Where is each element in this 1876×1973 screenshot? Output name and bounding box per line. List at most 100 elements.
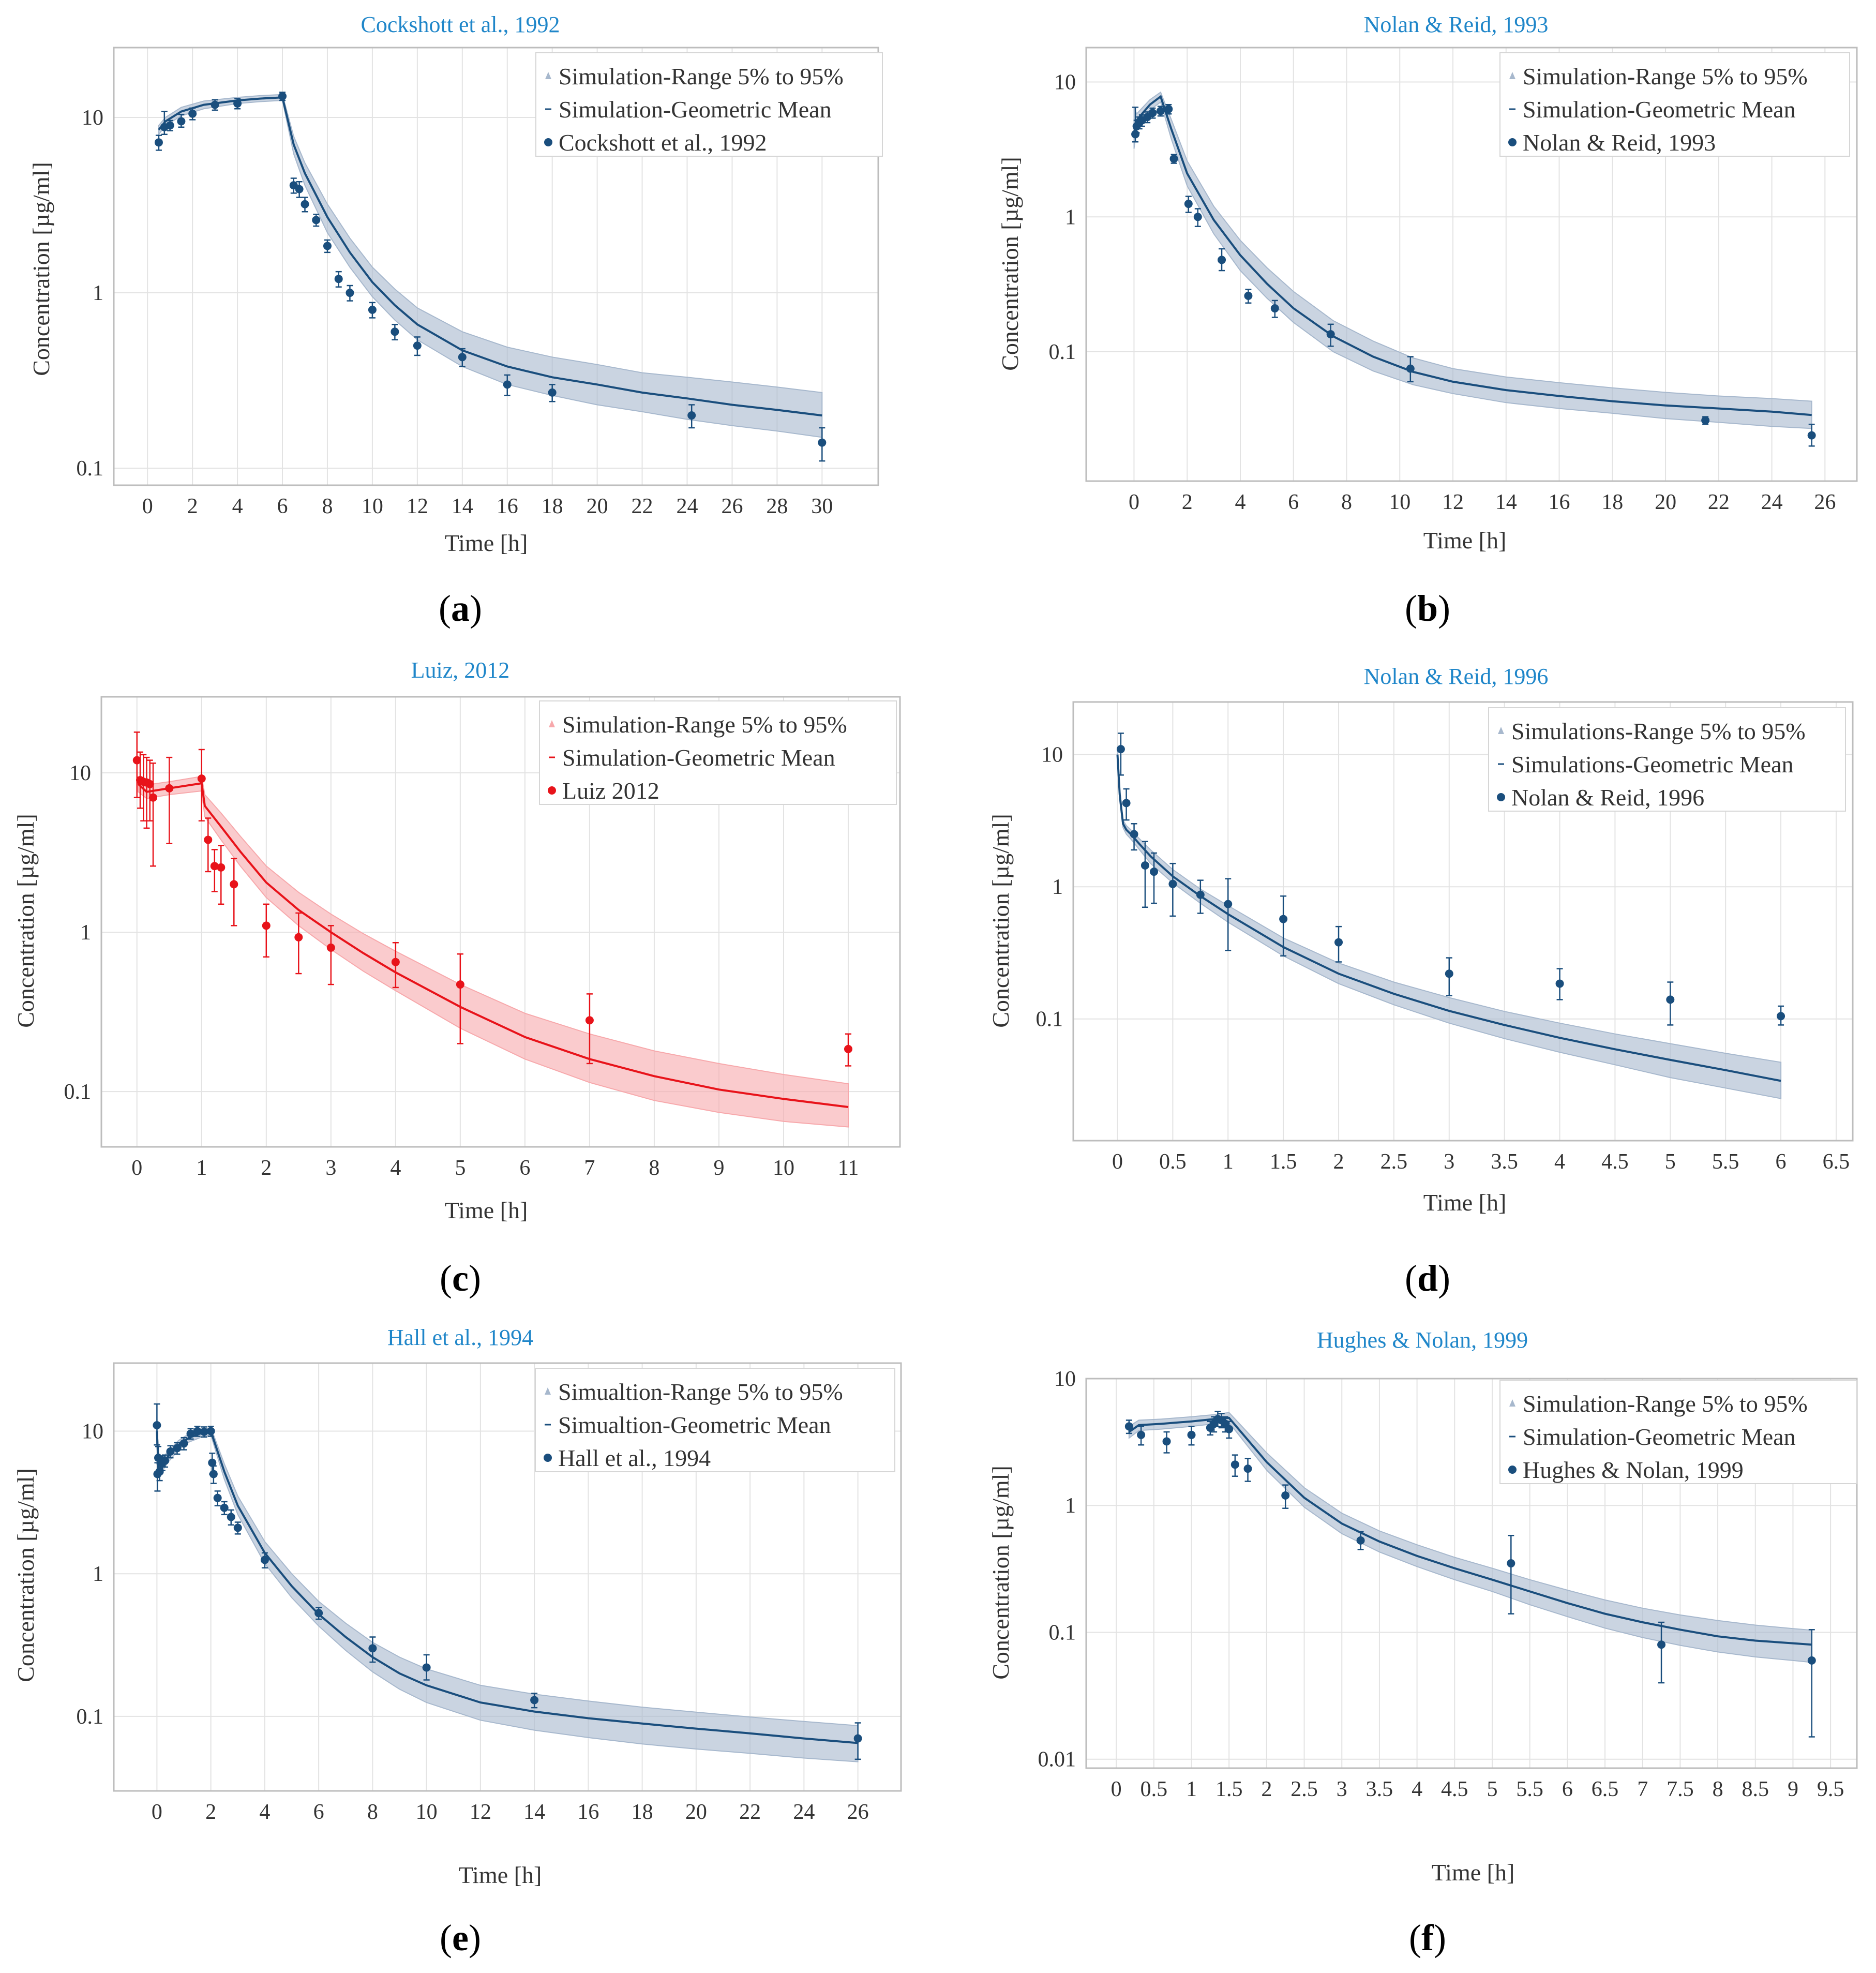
x-tick-label: 24 [793, 1800, 815, 1824]
y-tick-label: 1 [80, 921, 91, 945]
x-tick-label: 3 [1337, 1777, 1347, 1801]
observed-point [391, 958, 400, 966]
observed-point [1124, 1422, 1133, 1431]
y-tick-label: 10 [69, 761, 91, 785]
x-tick-label: 5.5 [1712, 1150, 1739, 1174]
legend-box [535, 52, 883, 157]
plot-frame [1085, 47, 1858, 482]
plot-frame [113, 1362, 902, 1792]
y-tick-label: 1 [93, 281, 103, 305]
legend-entry: Hughes & Nolan, 1999 [1523, 1457, 1744, 1483]
observed-point [853, 1734, 862, 1743]
observed-point [193, 1427, 202, 1436]
y-axis-label: Concentration [µg/ml] [12, 814, 39, 1028]
observed-point [422, 1663, 431, 1672]
x-tick-label: 9.5 [1817, 1777, 1844, 1801]
x-tick-label: 26 [847, 1800, 869, 1824]
observed-point [413, 341, 422, 350]
observed-point [1162, 1437, 1171, 1446]
x-tick-label: 0 [142, 495, 153, 518]
legend: Simualtion-Range 5% to 95% Simualtion-Geo… [535, 1368, 895, 1472]
x-tick-label: 6 [1776, 1150, 1787, 1174]
x-tick-label: 6 [313, 1800, 324, 1824]
observed-point [312, 216, 321, 225]
plot-frame [100, 696, 901, 1148]
panel-label: (d) [1405, 1258, 1450, 1299]
observed-point [1218, 256, 1226, 264]
x-tick-label: 10 [773, 1156, 794, 1180]
panel-label-open: ( [440, 1917, 452, 1959]
observed-point [1150, 868, 1159, 876]
observed-point [1224, 900, 1233, 908]
legend-entry: Simulation-Geometric Mean [1523, 96, 1796, 123]
legend-entry: Simualtion-Range 5% to 95% [558, 1379, 843, 1405]
x-tick-label: 9 [713, 1156, 724, 1180]
legend: Simulation-Range 5% to 95% Simulation-Geo… [1499, 1380, 1857, 1484]
legend: Simulation-Range 5% to 95% Simulation-Geo… [535, 52, 883, 157]
legend-entry: Simulations-Range 5% to 95% [1511, 718, 1806, 744]
observed-point [1807, 1656, 1816, 1665]
x-tick-label: 6 [277, 495, 288, 518]
x-tick-label: 3 [1444, 1150, 1454, 1174]
x-tick-label: 4 [1554, 1150, 1565, 1174]
x-tick-label: 16 [1549, 490, 1570, 514]
legend-point-marker [544, 1454, 552, 1462]
panel-label-letter: e [452, 1917, 469, 1959]
observed-point [326, 943, 335, 952]
observed-point [323, 242, 332, 250]
x-tick-label: 9 [1788, 1777, 1798, 1801]
panel-label: (a) [439, 588, 482, 629]
observed-point [1169, 154, 1178, 163]
panel-d: 0 0.5 1 1.5 2 2.5 3 3.5 4 4.5 5 5.5 6 6.5 0.1 1 10 Nolan … [987, 664, 1854, 1299]
x-tick-label: 6.5 [1592, 1777, 1619, 1801]
observed-point [1356, 1536, 1365, 1545]
legend-point-marker [1508, 1466, 1517, 1474]
x-tick-label: 4 [259, 1800, 270, 1824]
observed-point [166, 1447, 175, 1456]
panel-label-letter: d [1417, 1258, 1438, 1299]
x-tick-label: 20 [587, 495, 608, 518]
observed-point [301, 200, 309, 208]
panel-label: (c) [440, 1258, 481, 1299]
legend-box [535, 1368, 895, 1472]
legend-entry: Simulation-Range 5% to 95% [1523, 1391, 1808, 1417]
observed-point [200, 1427, 208, 1436]
observed-point [530, 1696, 539, 1705]
observed-point [262, 921, 271, 930]
chart-title: Luiz, 2012 [411, 657, 510, 683]
y-tick-label: 1 [1065, 1494, 1076, 1518]
panel-label-open: ( [1405, 1258, 1417, 1299]
x-tick-label: 0 [1111, 1777, 1122, 1801]
x-tick-label: 8 [367, 1800, 378, 1824]
observed-point [1445, 969, 1453, 978]
panel-label-letter: b [1417, 588, 1438, 629]
x-tick-label: 1 [1186, 1777, 1197, 1801]
panel-label-letter: a [451, 588, 470, 629]
x-tick-label: 8 [322, 495, 333, 518]
x-tick-label: 10 [1389, 490, 1410, 514]
observed-point [211, 100, 219, 109]
legend-entry: Simulation-Geometric Mean [1523, 1424, 1796, 1450]
legend-band-marker [545, 1387, 551, 1395]
x-tick-label: 4 [232, 495, 243, 518]
observed-point [1196, 890, 1205, 899]
x-axis-label: Time [h] [1423, 1189, 1507, 1216]
legend-band-marker [1509, 72, 1515, 79]
chart-title: Nolan & Reid, 1996 [1364, 664, 1549, 689]
legend-band-marker [549, 720, 555, 727]
x-tick-label: 30 [811, 495, 833, 518]
observed-point [173, 1444, 182, 1453]
observed-point [177, 117, 186, 126]
observed-point [1116, 745, 1125, 754]
observed-point [1657, 1640, 1666, 1649]
x-tick-label: 7 [584, 1156, 595, 1180]
observed-point [154, 138, 163, 147]
y-tick-label: 10 [82, 1420, 103, 1444]
y-tick-label: 10 [1054, 71, 1076, 95]
observed-point [209, 1470, 218, 1478]
y-tick-label: 0.01 [1038, 1748, 1076, 1772]
observed-point [166, 121, 174, 130]
x-tick-label: 5 [1665, 1150, 1676, 1174]
chart-title: Nolan & Reid, 1993 [1364, 12, 1549, 37]
